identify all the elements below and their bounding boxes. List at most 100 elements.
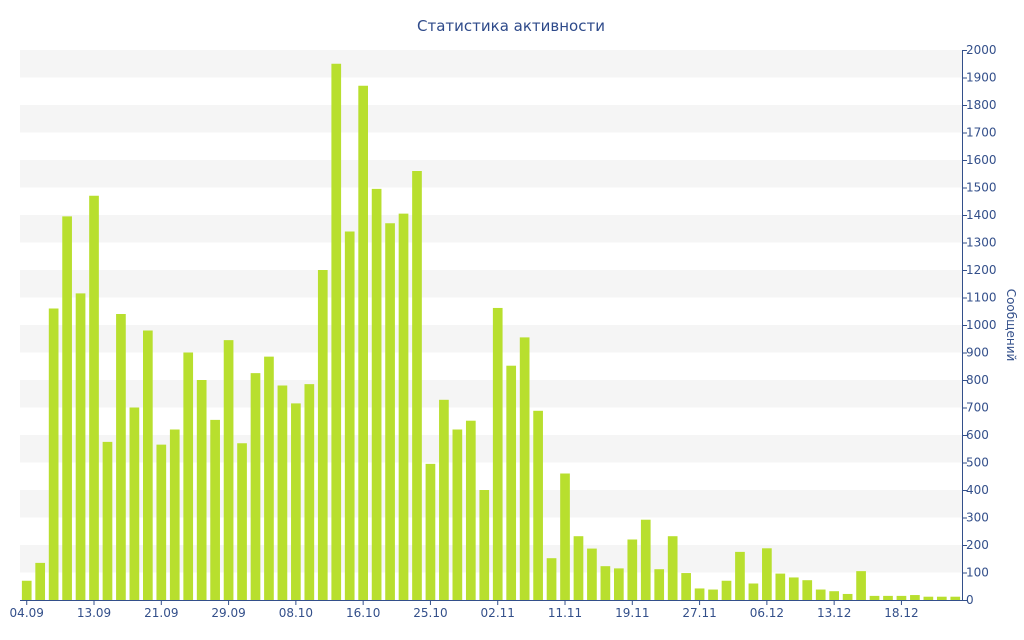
y-tick-label: 0 [966,593,974,607]
bar[interactable] [694,588,705,600]
bar[interactable] [196,380,207,600]
x-tick-label: 21.09 [144,606,178,620]
bar[interactable] [708,589,718,600]
bar[interactable] [291,403,301,601]
bar[interactable] [896,595,907,601]
y-tick-label: 500 [966,456,989,470]
bar[interactable] [102,441,113,601]
bar[interactable] [506,365,517,600]
bar[interactable] [735,551,745,601]
x-tick-label: 04.09 [10,606,44,620]
bar[interactable] [721,580,732,600]
x-tick-label: 16.10 [346,606,380,620]
bar[interactable] [842,593,853,600]
grid-bands [20,50,962,573]
bar[interactable] [317,270,328,600]
bar[interactable] [573,536,584,600]
bar[interactable] [277,385,288,601]
bar[interactable] [304,384,315,601]
y-tick-label: 1000 [966,318,997,332]
bar[interactable] [910,595,920,600]
bar[interactable] [35,562,46,601]
bar[interactable] [654,569,665,600]
bar[interactable] [156,444,167,601]
bar[interactable] [371,188,382,600]
bar[interactable] [412,171,422,600]
bar[interactable] [856,571,866,601]
grid-band [20,160,962,188]
bar[interactable] [640,519,651,600]
bar[interactable] [425,463,436,601]
bar[interactable] [492,307,503,600]
bar[interactable] [385,223,395,600]
bar[interactable] [479,490,490,600]
grid-band [20,270,962,298]
bar[interactable] [802,580,813,600]
y-tick-label: 100 [966,566,989,580]
bar[interactable] [587,548,597,600]
bar[interactable] [560,473,570,601]
x-tick-label: 13.12 [817,606,851,620]
x-tick-label: 11.11 [548,606,582,620]
y-tick-label: 700 [966,401,989,415]
bar[interactable] [439,399,449,600]
x-tick-label: 02.11 [481,606,515,620]
bar[interactable] [223,340,234,601]
bar[interactable] [936,596,947,600]
bar[interactable] [344,231,355,601]
y-tick-label: 400 [966,483,989,497]
chart-title: Статистика активности [417,17,605,35]
bar-series [21,63,961,601]
y-tick-label: 1900 [966,71,997,85]
bar[interactable] [883,595,893,601]
bar[interactable] [358,85,368,600]
bar[interactable] [829,591,839,600]
y-tick-label: 900 [966,346,989,360]
x-tick-label: 18.12 [884,606,918,620]
bar[interactable] [89,195,99,600]
bar[interactable] [250,373,261,601]
bar[interactable] [762,548,772,600]
bar[interactable] [600,566,611,600]
bar[interactable] [62,216,72,601]
bar[interactable] [815,589,826,600]
y-tick-label: 1100 [966,291,997,305]
bar[interactable] [183,352,194,601]
bar[interactable] [210,419,220,601]
y-tick-label: 1700 [966,126,997,140]
bar[interactable] [681,573,691,600]
bar[interactable] [264,356,274,601]
bar[interactable] [533,410,543,600]
bar[interactable] [21,580,32,600]
bar[interactable] [169,429,180,601]
bar[interactable] [923,596,934,600]
bar[interactable] [775,573,786,600]
y-tick-label: 1800 [966,98,997,112]
bar[interactable] [398,213,409,601]
bar[interactable] [237,443,247,600]
bar[interactable] [331,63,342,600]
bar[interactable] [627,539,638,601]
bar[interactable] [75,293,86,601]
bar[interactable] [788,577,799,600]
bar[interactable] [48,308,59,601]
x-tick-label: 19.11 [615,606,649,620]
bar[interactable] [143,330,153,601]
bar[interactable] [519,337,530,601]
bar[interactable] [950,596,961,600]
bar[interactable] [465,420,476,600]
x-tick-label: 29.09 [211,606,245,620]
y-tick-label: 1200 [966,263,997,277]
y-tick-label: 800 [966,373,989,387]
bar[interactable] [748,583,759,601]
bar[interactable] [129,407,140,601]
bar[interactable] [614,568,624,601]
bar[interactable] [452,429,463,601]
bar[interactable] [667,536,678,600]
bar[interactable] [116,314,126,600]
x-tick-label: 27.11 [682,606,716,620]
bar[interactable] [869,595,880,601]
bar[interactable] [546,558,557,600]
